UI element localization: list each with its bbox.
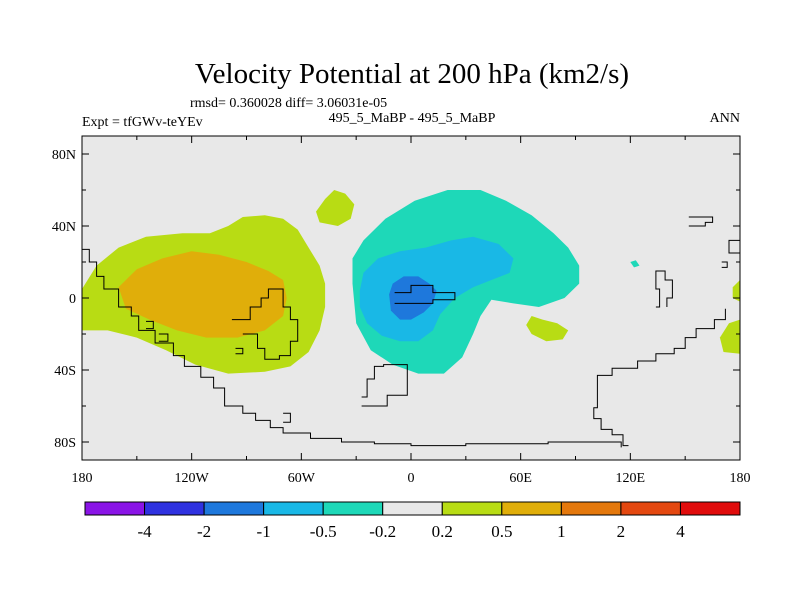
y-axis: 80N 40N 0 40S 80S <box>52 148 740 451</box>
colorbar-swatch <box>84 501 146 516</box>
colorbar-swatch <box>441 501 503 516</box>
coastline <box>655 270 673 308</box>
contour-region <box>630 260 640 268</box>
season-label: ANN <box>710 111 740 126</box>
coastline <box>158 333 169 342</box>
colorbar-swatch <box>203 501 265 516</box>
colorbar-label: -0.2 <box>369 522 396 541</box>
experiment-label: Expt = tfGWv-teYEv <box>82 115 203 130</box>
x-tick-label: 60W <box>288 471 316 486</box>
colorbar-swatch <box>560 501 622 516</box>
x-tick-label: 120W <box>175 471 210 486</box>
colorbar-label: -4 <box>137 522 152 541</box>
coastline <box>146 320 154 330</box>
colorbar-swatch <box>382 501 443 516</box>
y-tick-label: 40N <box>52 220 76 235</box>
contour-fills <box>82 190 740 374</box>
colorbar-label: -2 <box>197 522 211 541</box>
coastline <box>688 216 714 227</box>
contour-region <box>118 251 287 338</box>
colorbar-label: -0.5 <box>310 522 337 541</box>
coastline <box>361 364 408 407</box>
coastline <box>283 412 291 423</box>
colorbar-label: 1 <box>557 522 566 541</box>
coastline <box>728 239 740 254</box>
x-tick-label: 0 <box>408 471 415 486</box>
contour-region <box>526 316 569 342</box>
colorbar-label: 0.2 <box>432 522 453 541</box>
coastline <box>593 308 726 447</box>
y-tick-label: 40S <box>54 364 76 379</box>
x-tick-label: 60E <box>509 471 532 486</box>
x-axis: 180 120W 60W 0 60E 120E 180 <box>72 136 751 486</box>
colorbar-swatch <box>322 501 384 516</box>
colorbar-swatch <box>679 501 741 516</box>
contour-region <box>389 276 437 320</box>
colorbar-label: 2 <box>617 522 626 541</box>
y-tick-label: 80N <box>52 148 76 163</box>
chart-title: Velocity Potential at 200 hPa (km2/s) <box>195 58 629 90</box>
colorbar-swatch <box>144 501 205 516</box>
case-label: 495_5_MaBP - 495_5_MaBP <box>329 111 496 126</box>
colorbar-label: 0.5 <box>491 522 512 541</box>
colorbar-label: -1 <box>257 522 271 541</box>
coastline <box>721 261 728 268</box>
y-tick-label: 80S <box>54 436 76 451</box>
x-tick-label: 180 <box>730 471 751 486</box>
colorbar-swatch <box>620 501 681 516</box>
colorbar: -4 -2 -1 -0.5 -0.2 0.2 0.5 1 2 4 <box>84 501 741 541</box>
colorbar-swatch <box>501 501 562 516</box>
contour-region <box>732 280 740 302</box>
contour-region <box>719 319 740 354</box>
colorbar-swatch <box>263 501 324 516</box>
coastline <box>231 288 299 360</box>
contour-region <box>316 190 355 226</box>
coastline <box>235 347 244 355</box>
coastline <box>82 248 622 448</box>
coastlines <box>82 216 740 448</box>
y-tick-label: 0 <box>69 292 76 307</box>
stats-label: rmsd= 0.360028 diff= 3.06031e-05 <box>190 96 387 111</box>
x-tick-label: 180 <box>72 471 93 486</box>
x-tick-label: 120E <box>616 471 646 486</box>
colorbar-label: 4 <box>676 522 685 541</box>
coastline <box>394 284 456 304</box>
